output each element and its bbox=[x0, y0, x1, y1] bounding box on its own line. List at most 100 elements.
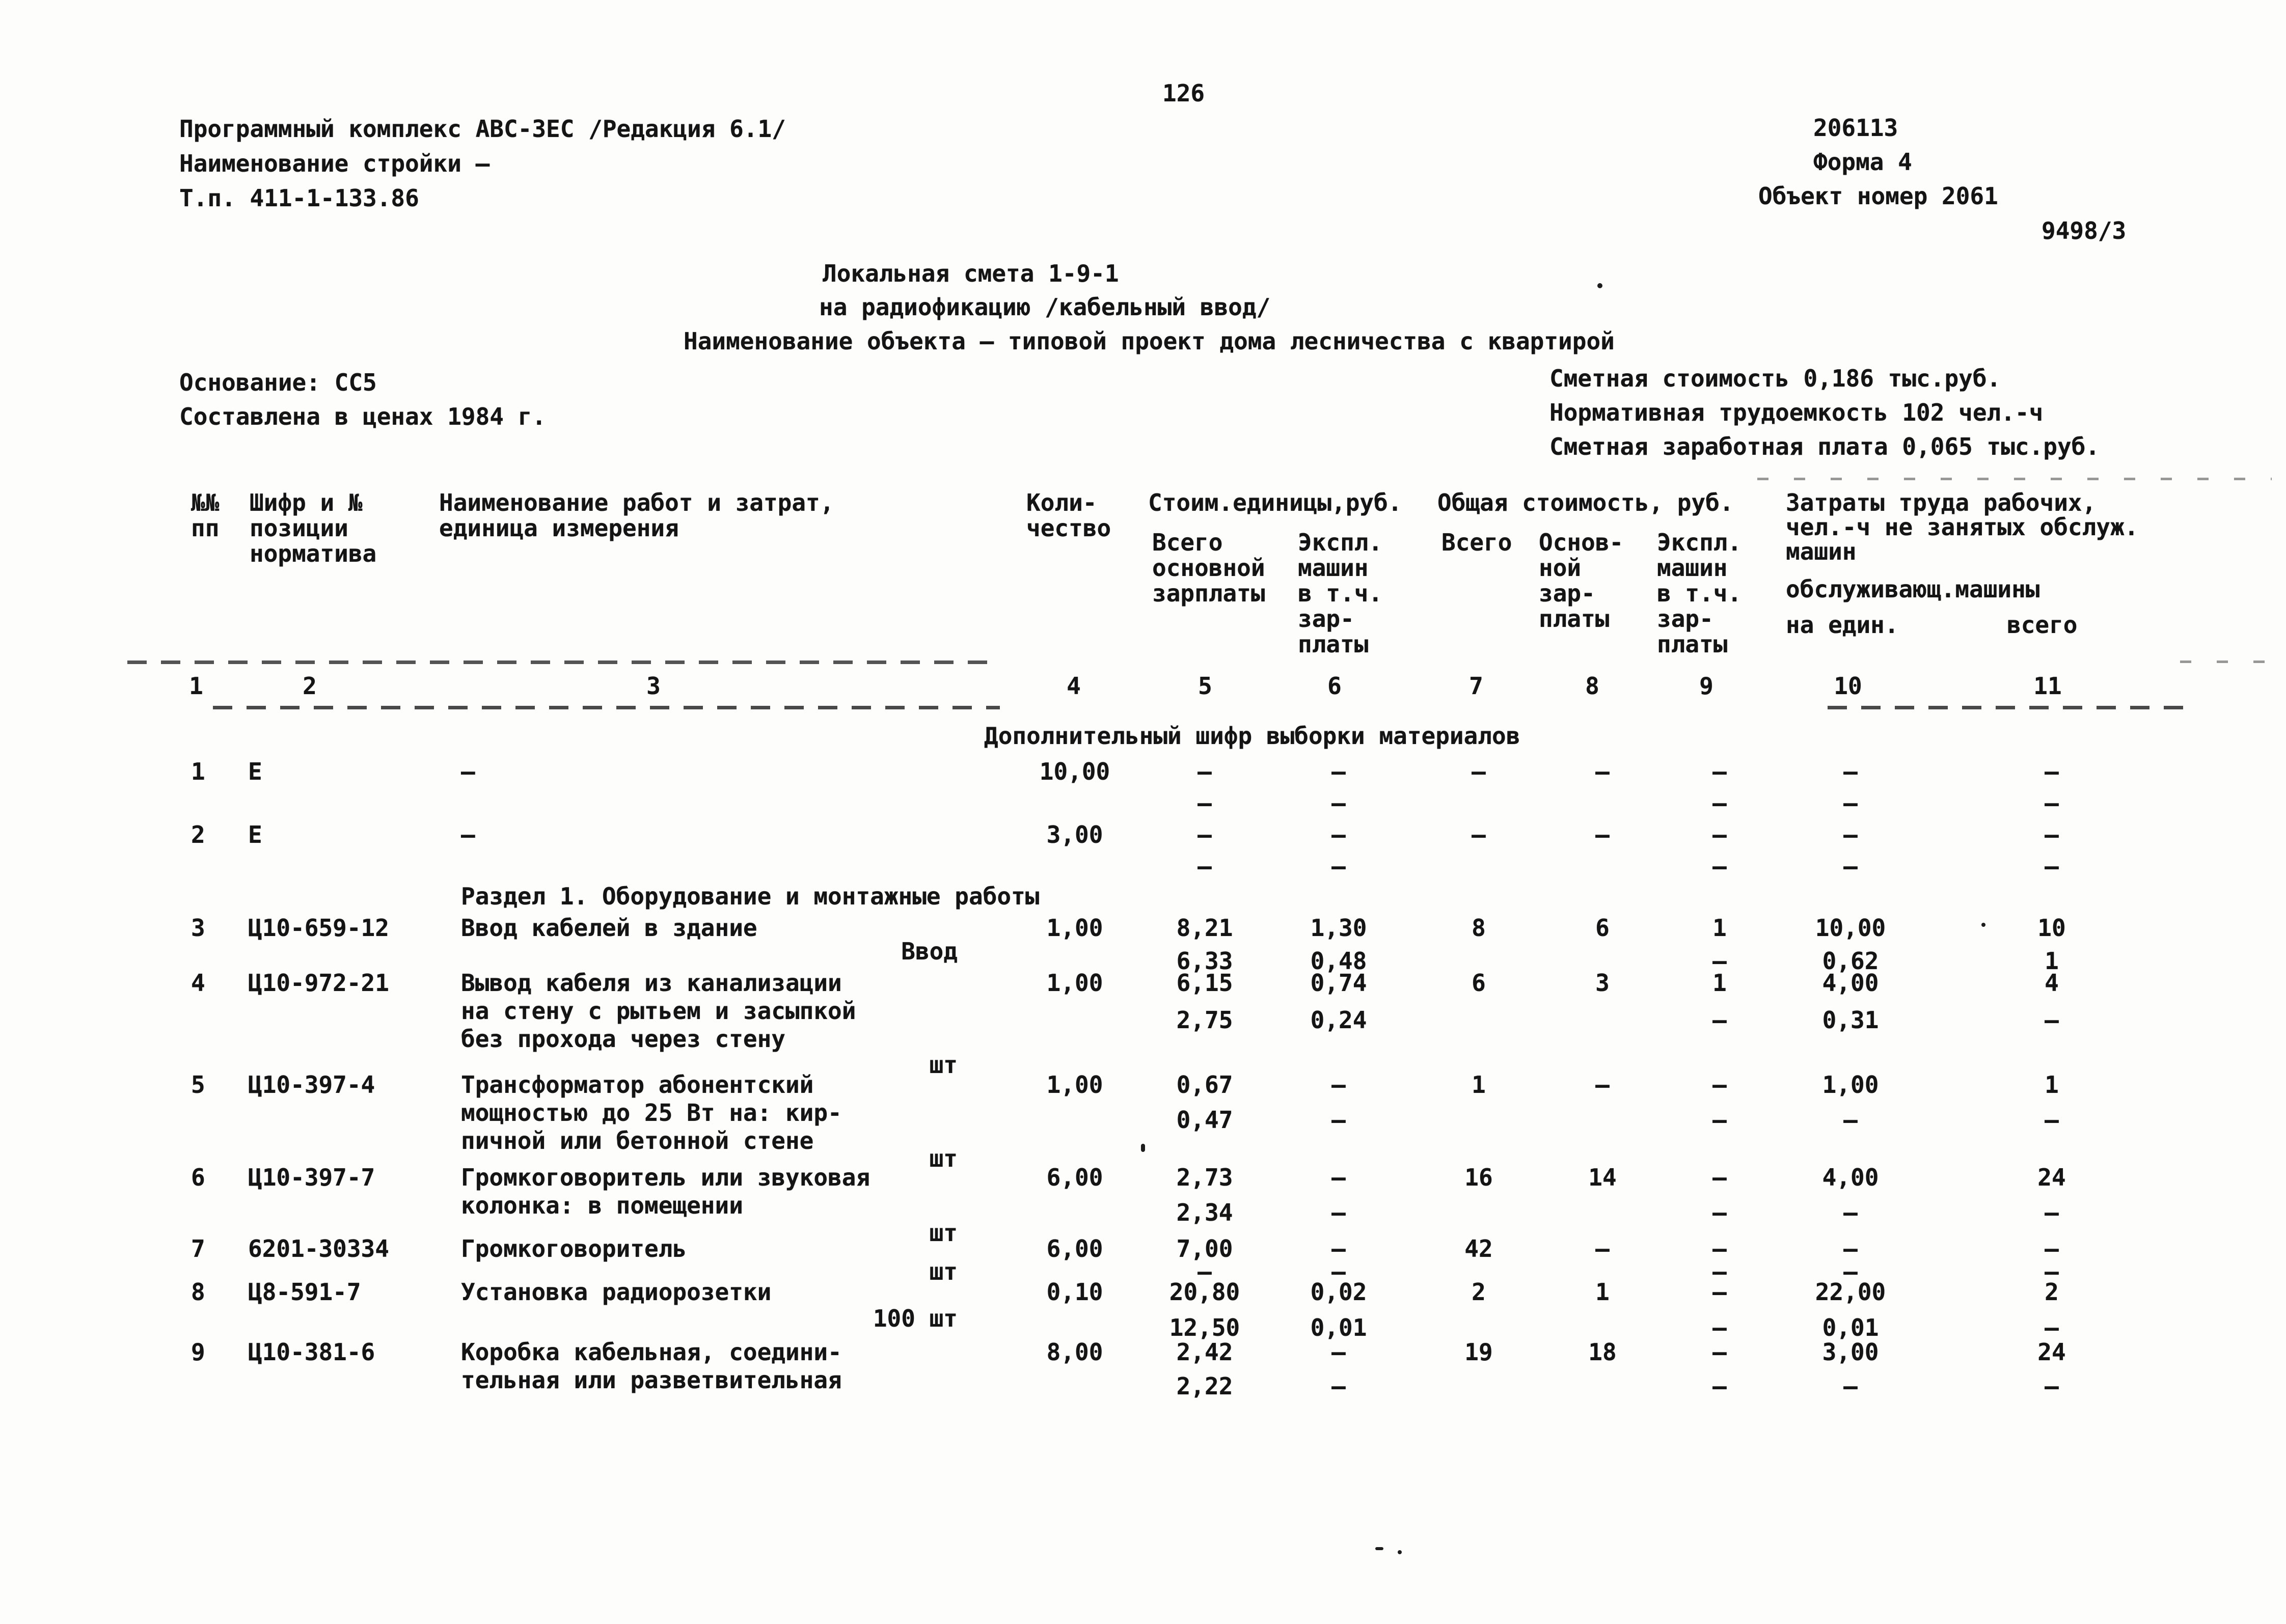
cell-c6: 0,01 bbox=[1310, 1314, 1367, 1341]
cell-c9: – bbox=[1712, 1278, 1727, 1306]
cell-c6: – bbox=[1331, 1235, 1346, 1262]
header-bottom-rule-right bbox=[2180, 660, 2282, 663]
cell-c11: – bbox=[2045, 1314, 2059, 1341]
row-number: 8 bbox=[191, 1278, 205, 1306]
cell-c10: 0,01 bbox=[1822, 1314, 1879, 1341]
head-col4-l2: чество bbox=[1026, 514, 1111, 542]
head-col5-l1: Всего bbox=[1152, 529, 1223, 556]
cell-c8: – bbox=[1595, 1071, 1610, 1098]
cell-c10: – bbox=[1843, 1372, 1858, 1400]
head-col6-l2: машин bbox=[1298, 554, 1369, 582]
cell-c11: 24 bbox=[2037, 1338, 2066, 1366]
row-code: Ц10-381-6 bbox=[248, 1338, 375, 1366]
head-col5-l3: зарплаты bbox=[1152, 580, 1265, 607]
row-name: мощностью до 25 Вт на: кир- bbox=[461, 1099, 842, 1126]
cell-c9: – bbox=[1712, 1199, 1727, 1226]
cell-c10: – bbox=[1843, 758, 1858, 785]
head-col9-l1: Экспл. bbox=[1657, 529, 1742, 556]
cell-c9: – bbox=[1712, 1235, 1727, 1262]
cell-c5: 8,21 bbox=[1176, 914, 1233, 942]
cell-c5: 7,00 bbox=[1176, 1235, 1233, 1262]
cell-c5: 2,75 bbox=[1176, 1006, 1233, 1034]
cell-c10: 22,00 bbox=[1815, 1278, 1886, 1306]
head-col6-l4: зар- bbox=[1298, 605, 1354, 632]
cell-c8: – bbox=[1595, 1235, 1610, 1262]
head-col2-l2: позиции bbox=[250, 514, 348, 542]
row-code: Ц10-397-4 bbox=[248, 1071, 375, 1098]
cell-c5: – bbox=[1198, 1258, 1212, 1285]
cell-c9: – bbox=[1712, 947, 1727, 975]
column-number-9: 9 bbox=[1699, 672, 1713, 700]
ink-speck bbox=[1398, 1550, 1402, 1554]
column-number-10: 10 bbox=[1834, 672, 1862, 700]
cell-c4: 8,00 bbox=[1046, 1338, 1103, 1366]
title-line3: Наименование объекта – типовой проект до… bbox=[684, 327, 1615, 355]
row-name: Установка радиорозетки bbox=[461, 1278, 772, 1306]
title-line2: на радиофикацию /кабельный ввод/ bbox=[819, 293, 1271, 321]
cell-c11: – bbox=[2045, 1199, 2059, 1226]
head-col7-l1: Всего bbox=[1441, 529, 1512, 556]
cell-c7: 1 bbox=[1472, 1071, 1486, 1098]
cell-c4: 10,00 bbox=[1039, 758, 1110, 785]
cell-c6: – bbox=[1331, 852, 1346, 880]
doc-ref: 9498/3 bbox=[2042, 217, 2127, 244]
head-labor-machines: обслуживающ.машины bbox=[1786, 575, 2040, 603]
head-col8-l2: ной bbox=[1539, 554, 1582, 582]
cell-c9: – bbox=[1712, 1372, 1727, 1400]
cell-c9: – bbox=[1712, 1164, 1727, 1191]
cell-c5: 2,22 bbox=[1176, 1372, 1233, 1400]
cell-c5: – bbox=[1198, 852, 1212, 880]
ink-speck bbox=[1141, 1144, 1145, 1152]
cell-c11: – bbox=[2045, 758, 2059, 785]
basis: Основание: СС5 bbox=[179, 369, 377, 396]
colnum-underline-left bbox=[213, 706, 1000, 709]
cell-c7: – bbox=[1472, 758, 1486, 785]
row-number: 5 bbox=[191, 1071, 205, 1098]
row-name: пичной или бетонной стене bbox=[461, 1127, 814, 1154]
column-number-4: 4 bbox=[1067, 672, 1081, 700]
row-name: Ввод кабелей в здание bbox=[461, 914, 757, 942]
column-number-1: 1 bbox=[189, 672, 203, 700]
cell-c5: 6,33 bbox=[1176, 947, 1233, 975]
cell-c5: – bbox=[1198, 758, 1212, 785]
estimate-code: 206113 bbox=[1813, 114, 1898, 142]
head-col3-l2: единица измерения bbox=[439, 514, 679, 542]
header-bottom-rule bbox=[127, 660, 993, 664]
row-name: Громкоговоритель bbox=[461, 1235, 687, 1262]
cell-c10: 10,00 bbox=[1815, 914, 1886, 942]
row-name: Вывод кабеля из канализации bbox=[461, 969, 842, 997]
column-number-6: 6 bbox=[1327, 672, 1342, 700]
cell-c6: – bbox=[1331, 1372, 1346, 1400]
ink-speck bbox=[1375, 1547, 1383, 1550]
row-unit: шт bbox=[929, 1219, 958, 1247]
cell-c6: 0,74 bbox=[1310, 969, 1367, 997]
cell-c8: 1 bbox=[1595, 1278, 1610, 1306]
cell-c10: 4,00 bbox=[1822, 1164, 1879, 1191]
form-label: Форма 4 bbox=[1813, 148, 1912, 176]
cell-c11: 24 bbox=[2037, 1164, 2066, 1191]
letterhead-project-code: Т.п. 411-1-133.86 bbox=[179, 184, 419, 212]
head-col8-l3: зар- bbox=[1539, 580, 1595, 607]
title-line1: Локальная смета 1-9-1 bbox=[823, 260, 1119, 287]
ink-speck bbox=[1597, 283, 1602, 288]
estimate-wages: Сметная заработная плата 0,065 тыс.руб. bbox=[1549, 433, 2100, 460]
cell-c9: – bbox=[1712, 789, 1727, 817]
cell-c6: 0,02 bbox=[1310, 1278, 1367, 1306]
cell-c7: 8 bbox=[1472, 914, 1486, 942]
cell-c9: – bbox=[1712, 821, 1727, 848]
row-code: Ц10-972-21 bbox=[248, 969, 389, 997]
head-labor-group-l1: Затраты труда рабочих, bbox=[1786, 489, 2097, 516]
labor-intensity: Нормативная трудоемкость 102 чел.-ч bbox=[1549, 399, 2044, 426]
head-total-cost-group: Общая стоимость, руб. bbox=[1437, 489, 1734, 516]
cell-c6: 1,30 bbox=[1310, 914, 1367, 942]
head-labor-group-l3: машин bbox=[1786, 538, 1857, 565]
head-col6-l3: в т.ч. bbox=[1298, 580, 1383, 607]
cell-c5: 0,67 bbox=[1176, 1071, 1233, 1098]
head-col9-l3: в т.ч. bbox=[1657, 580, 1742, 607]
head-labor-group-l2: чел.-ч не занятых обслуж. bbox=[1786, 513, 2139, 541]
cell-c5: 20,80 bbox=[1169, 1278, 1240, 1306]
cell-c9: – bbox=[1712, 1258, 1727, 1285]
head-col5-l2: основной bbox=[1152, 554, 1265, 582]
cell-c11: – bbox=[2045, 1372, 2059, 1400]
cell-c10: 0,31 bbox=[1822, 1006, 1879, 1034]
